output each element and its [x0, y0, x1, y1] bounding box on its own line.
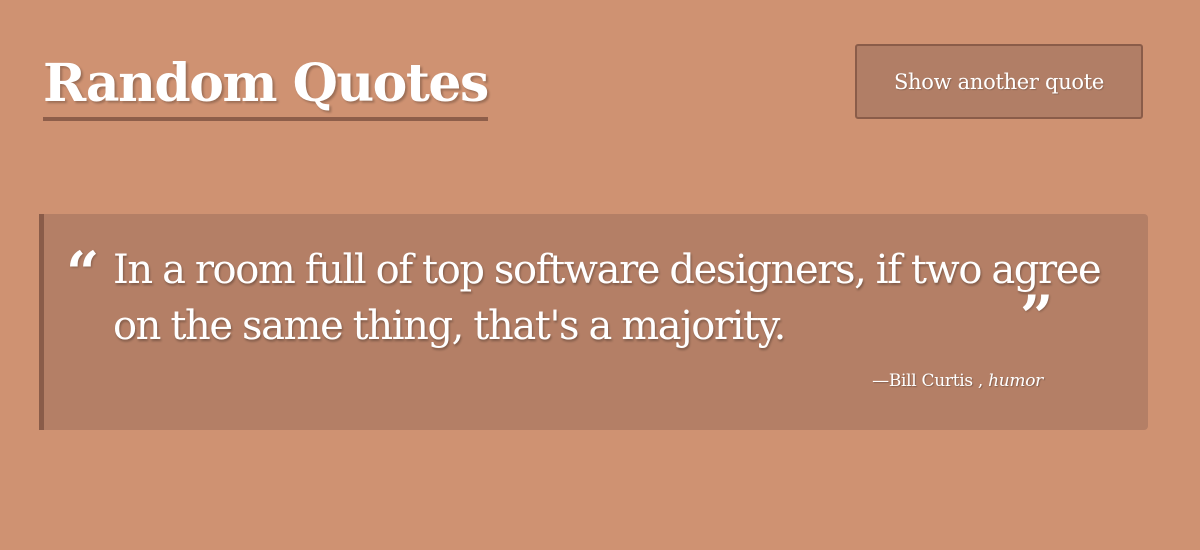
- attribution-separator: ,: [972, 371, 989, 391]
- quote-author: Bill Curtis: [888, 371, 973, 391]
- quote-attribution: —Bill Curtis , humor: [872, 371, 1043, 391]
- show-another-quote-button[interactable]: Show another quote: [855, 44, 1143, 119]
- close-quote-icon: ”: [1020, 283, 1054, 351]
- quote-category: humor: [988, 371, 1043, 391]
- quote-text: In a room full of top software designers…: [113, 247, 1102, 349]
- quote-card: “ In a room full of top software designe…: [39, 214, 1148, 430]
- show-another-quote-label: Show another quote: [893, 69, 1105, 94]
- open-quote-icon: “: [66, 239, 100, 307]
- attribution-dash: —: [872, 371, 889, 391]
- page-title: Random Quotes: [43, 52, 489, 121]
